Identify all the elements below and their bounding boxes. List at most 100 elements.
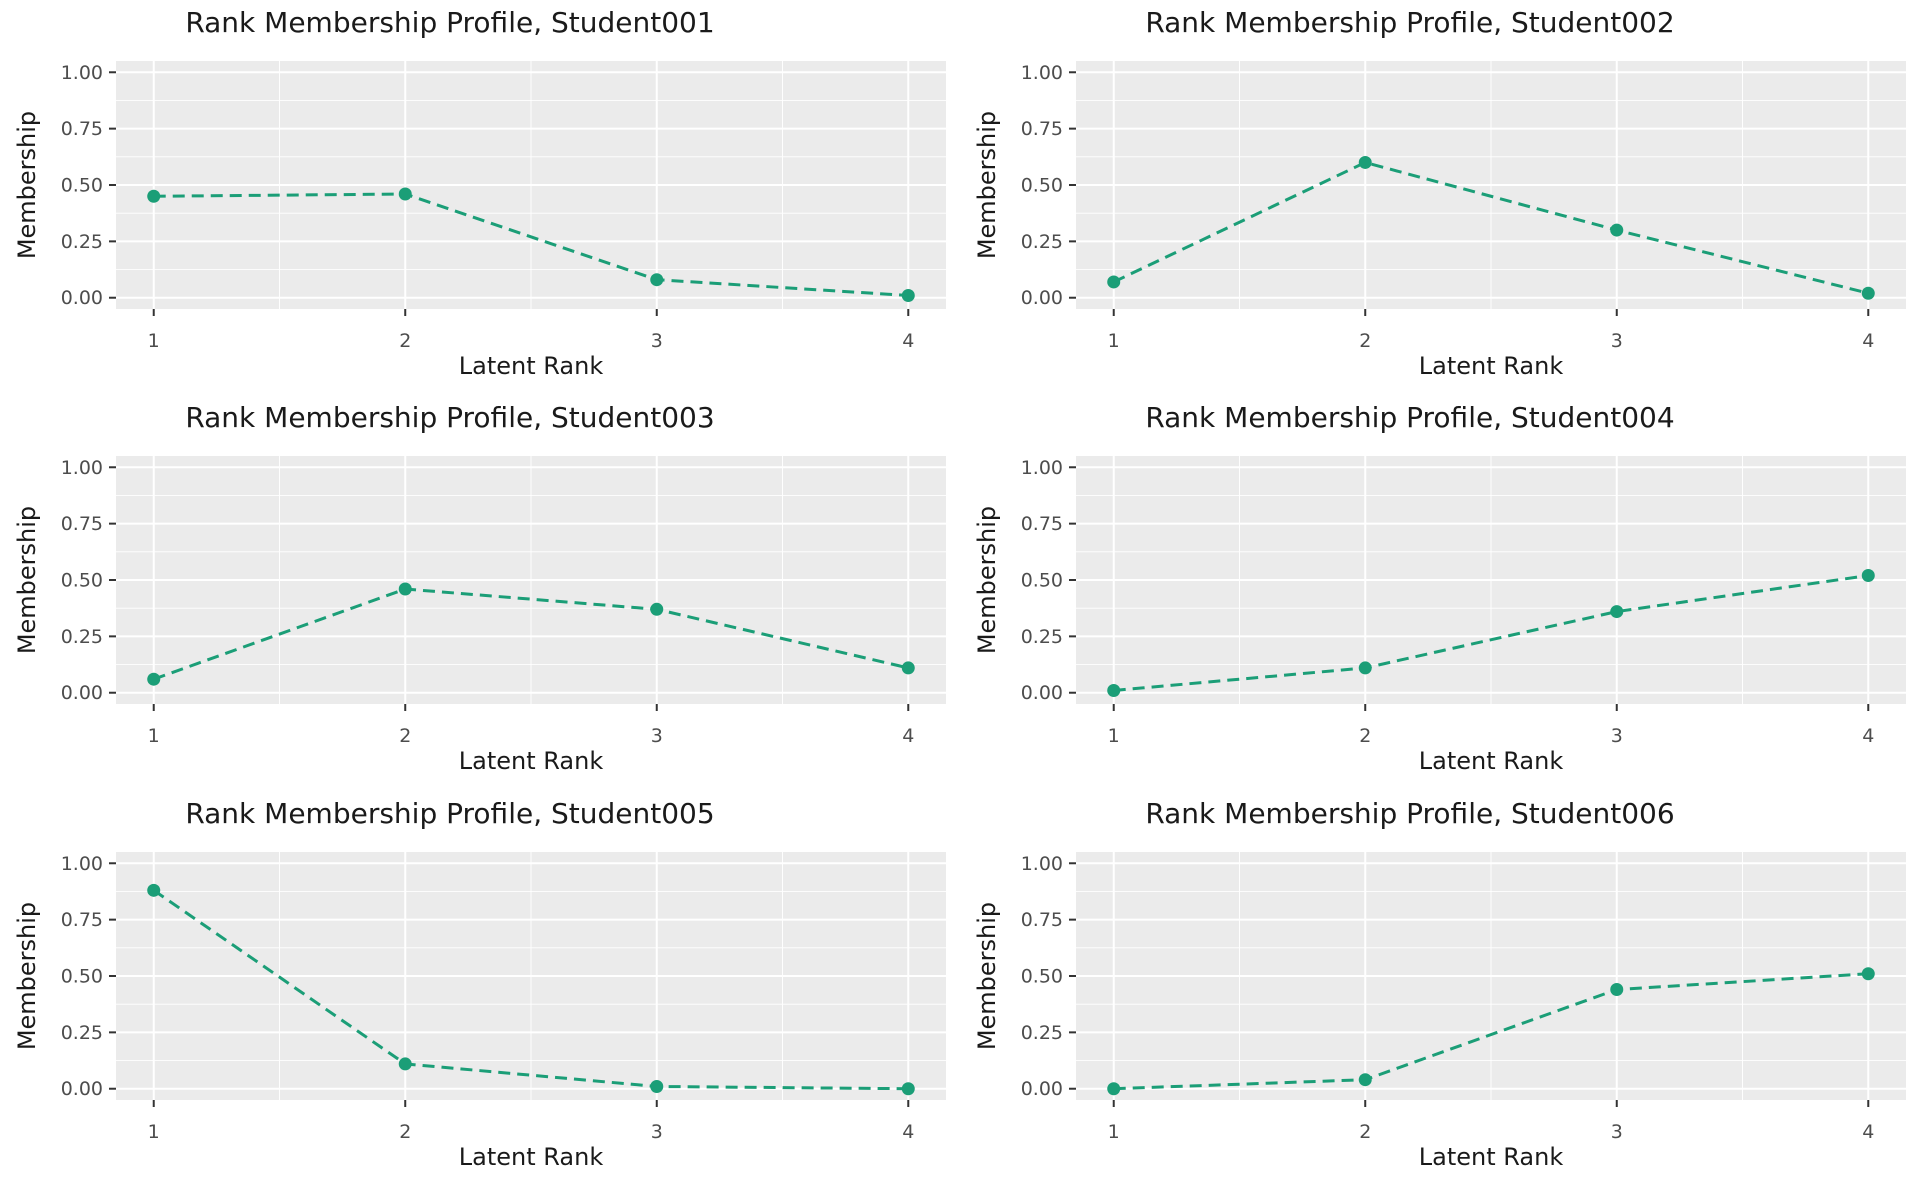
data-point-rank-3 xyxy=(1610,982,1624,996)
y-tick-label: 0.25 xyxy=(1021,231,1063,253)
x-tick-label: 1 xyxy=(148,725,160,747)
x-tick-label: 1 xyxy=(1108,1121,1120,1143)
y-axis-title: Membership xyxy=(973,506,1001,655)
y-tick-label: 0.75 xyxy=(61,909,103,931)
data-point-rank-1 xyxy=(147,883,161,897)
y-tick-label: 0.25 xyxy=(61,626,103,648)
data-point-rank-2 xyxy=(398,187,412,201)
data-point-rank-1 xyxy=(147,189,161,203)
membership-line xyxy=(1113,160,1869,295)
x-tick-label: 4 xyxy=(902,330,914,352)
data-point-rank-3 xyxy=(650,273,664,287)
x-tick-label: 2 xyxy=(399,330,411,352)
data-point-rank-1 xyxy=(1107,275,1121,289)
subplot-student004: 1 2 3 4 0.00 0.25 0.50 0.75 1.00 Rank Membership… xyxy=(960,395,1920,790)
y-tick-label: 0.00 xyxy=(1021,287,1063,309)
data-point-rank-1 xyxy=(1107,684,1121,698)
x-tick-label: 2 xyxy=(399,725,411,747)
x-tick-label: 4 xyxy=(1862,725,1874,747)
subplot-student003: 1 2 3 4 0.00 0.25 0.50 0.75 1.00 Rank Membership… xyxy=(0,395,960,790)
membership-line xyxy=(1113,971,1869,1090)
data-point-rank-3 xyxy=(1610,605,1624,619)
y-tick-label: 0.75 xyxy=(1021,513,1063,535)
subplot-student006: 1 2 3 4 0.00 0.25 0.50 0.75 1.00 Rank Membership… xyxy=(960,791,1920,1186)
y-tick-label: 0.50 xyxy=(1021,174,1063,196)
y-tick-label: 0.00 xyxy=(61,1078,103,1100)
y-tick-label: 0.50 xyxy=(61,174,103,196)
data-point-rank-2 xyxy=(1358,661,1372,675)
x-tick-label: 4 xyxy=(1862,1121,1874,1143)
chart-title: Rank Membership Profile, Student005 xyxy=(185,796,715,830)
membership-line xyxy=(153,587,909,681)
data-point-rank-4 xyxy=(901,1081,915,1095)
y-tick-label: 0.75 xyxy=(61,118,103,140)
x-tick-label: 4 xyxy=(1862,330,1874,352)
y-tick-label: 0.00 xyxy=(1021,683,1063,705)
plot-svg-student005: 1 2 3 4 0.00 0.25 0.50 0.75 1.00 xyxy=(61,851,946,1143)
plot-svg-student003: 1 2 3 4 0.00 0.25 0.50 0.75 1.00 xyxy=(61,456,946,747)
y-tick-label: 0.25 xyxy=(1021,1022,1063,1044)
membership-line xyxy=(1113,574,1869,693)
membership-line xyxy=(152,888,909,1090)
data-point-rank-4 xyxy=(1861,966,1875,980)
data-point-rank-3 xyxy=(650,1079,664,1093)
chart-title: Rank Membership Profile, Student001 xyxy=(185,6,715,39)
data-point-rank-4 xyxy=(1861,286,1875,300)
x-axis-title: Latent Rank xyxy=(458,747,604,776)
x-tick-label: 4 xyxy=(902,1121,914,1143)
data-point-rank-4 xyxy=(901,288,915,302)
x-tick-label: 2 xyxy=(1359,330,1371,352)
x-tick-label: 3 xyxy=(651,1121,663,1143)
x-tick-label: 1 xyxy=(148,330,160,352)
y-tick-label: 0.50 xyxy=(61,570,103,592)
data-point-rank-2 xyxy=(1358,155,1372,169)
y-tick-label: 1.00 xyxy=(1021,852,1063,874)
data-point-rank-2 xyxy=(398,582,412,596)
y-tick-label: 1.00 xyxy=(1021,62,1063,84)
plot-svg-student004: 1 2 3 4 0.00 0.25 0.50 0.75 1.00 xyxy=(1021,456,1906,747)
data-point-rank-4 xyxy=(1861,569,1875,583)
data-point-rank-3 xyxy=(1610,223,1624,237)
plot-svg-student002: 1 2 3 4 0.00 0.25 0.50 0.75 1.00 xyxy=(1021,60,1906,352)
y-tick-label: 1.00 xyxy=(61,62,103,84)
x-tick-label: 1 xyxy=(1108,725,1120,747)
x-tick-label: 3 xyxy=(651,725,663,747)
y-axis-title: Membership xyxy=(973,901,1001,1050)
x-axis-title: Latent Rank xyxy=(1418,352,1564,380)
chart-title: Rank Membership Profile, Student002 xyxy=(1145,6,1675,39)
x-tick-label: 2 xyxy=(1359,725,1371,747)
membership-line xyxy=(153,192,909,297)
x-tick-label: 2 xyxy=(399,1121,411,1143)
y-tick-label: 0.25 xyxy=(61,1022,103,1044)
x-axis-title: Latent Rank xyxy=(1418,1142,1564,1171)
chart-title: Rank Membership Profile, Student006 xyxy=(1145,796,1675,830)
chart-title: Rank Membership Profile, Student004 xyxy=(1145,401,1675,435)
x-tick-label: 3 xyxy=(651,330,663,352)
y-tick-label: 0.50 xyxy=(61,965,103,987)
y-tick-label: 0.75 xyxy=(1021,909,1063,931)
y-tick-label: 0.00 xyxy=(1021,1078,1063,1100)
y-axis-title: Membership xyxy=(13,110,41,260)
data-point-rank-1 xyxy=(147,673,161,687)
data-point-rank-3 xyxy=(650,603,664,617)
y-tick-label: 1.00 xyxy=(61,457,103,479)
y-tick-label: 0.00 xyxy=(61,287,103,309)
x-axis-title: Latent Rank xyxy=(458,352,604,380)
subplot-student002: 1 2 3 4 0.00 0.25 0.50 0.75 1.00 Rank Membership… xyxy=(960,0,1920,395)
y-tick-label: 1.00 xyxy=(1021,457,1063,479)
y-tick-label: 0.25 xyxy=(61,231,103,253)
x-axis-title: Latent Rank xyxy=(1418,747,1564,776)
x-tick-label: 1 xyxy=(1108,330,1120,352)
y-axis-title: Membership xyxy=(13,506,41,655)
y-tick-label: 0.75 xyxy=(61,513,103,535)
subplot-student001: 1 2 3 4 0.00 0.25 0.50 0.75 1.00 Rank Membership… xyxy=(0,0,960,395)
subplot-student005: 1 2 3 4 0.00 0.25 0.50 0.75 1.00 Rank Membership… xyxy=(0,791,960,1186)
x-tick-label: 3 xyxy=(1611,1121,1623,1143)
y-tick-label: 0.75 xyxy=(1021,118,1063,140)
data-point-rank-4 xyxy=(901,661,915,675)
x-tick-label: 2 xyxy=(1359,1121,1371,1143)
data-point-rank-2 xyxy=(398,1057,412,1071)
data-point-rank-1 xyxy=(1107,1081,1121,1095)
data-point-rank-2 xyxy=(1358,1072,1372,1086)
